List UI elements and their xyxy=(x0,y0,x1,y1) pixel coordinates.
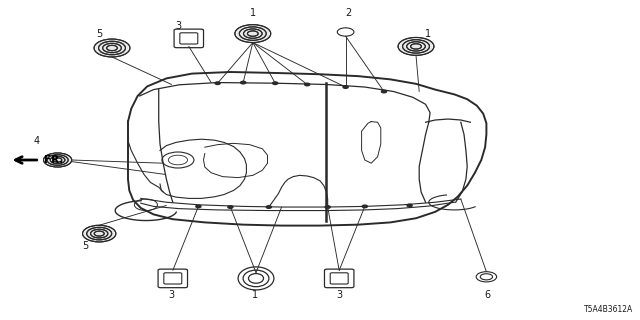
Text: 1: 1 xyxy=(252,290,258,300)
Text: 3: 3 xyxy=(336,290,342,300)
Text: 4: 4 xyxy=(34,136,40,147)
Circle shape xyxy=(266,206,271,208)
Circle shape xyxy=(343,86,348,88)
Circle shape xyxy=(215,82,220,84)
Circle shape xyxy=(362,205,367,208)
Circle shape xyxy=(241,81,246,84)
Text: 3: 3 xyxy=(175,20,181,31)
Circle shape xyxy=(273,82,278,84)
Text: 3: 3 xyxy=(168,290,175,300)
Circle shape xyxy=(228,206,233,208)
Circle shape xyxy=(237,26,269,42)
Circle shape xyxy=(96,40,128,56)
Circle shape xyxy=(381,90,387,93)
Text: 2: 2 xyxy=(346,8,352,19)
Circle shape xyxy=(45,154,70,166)
Circle shape xyxy=(400,38,432,54)
Circle shape xyxy=(305,83,310,86)
Circle shape xyxy=(196,205,201,208)
Circle shape xyxy=(84,226,114,241)
Circle shape xyxy=(407,204,412,207)
Circle shape xyxy=(325,206,330,208)
Text: 5: 5 xyxy=(96,28,102,39)
Text: 5: 5 xyxy=(82,241,88,252)
Text: T5A4B3612A: T5A4B3612A xyxy=(584,305,634,314)
Text: 1: 1 xyxy=(424,28,431,39)
Text: 6: 6 xyxy=(484,290,491,300)
Text: FR.: FR. xyxy=(44,155,63,165)
Text: 1: 1 xyxy=(250,8,256,19)
